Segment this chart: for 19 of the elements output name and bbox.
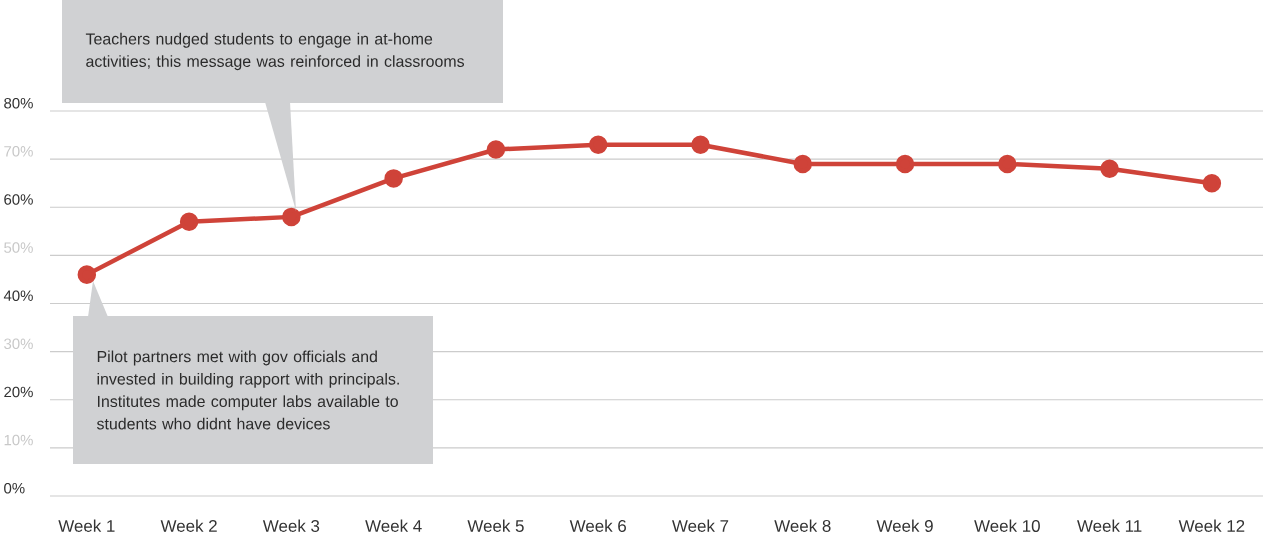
y-tick-label: 60%	[4, 194, 33, 205]
x-tick-label: Week 4	[365, 519, 422, 532]
x-tick-label: Week 9	[876, 519, 933, 532]
text: Teachers nudged students to engage in at-home activities; this message was reinforced in classrooms	[85, 32, 465, 71]
x-tick-label: Week 5	[467, 519, 524, 532]
x-tick-label: Week 8	[774, 519, 831, 532]
x-tick-label: Week 11	[1077, 519, 1142, 532]
x-tick-label: Week 3	[262, 519, 320, 532]
x-tick-label: Week 7	[672, 519, 729, 532]
x-tick-label: Week 1	[58, 519, 115, 532]
annotation: Pilot partners met with gov officials and invested in building rapport with principals. Institutes made computer labs available to students who didnt have devices	[96, 350, 399, 430]
y-tick-label: 20%	[4, 386, 33, 398]
x-tick-label: Week 10	[974, 519, 1040, 532]
x-tick-label: Week 12	[1178, 519, 1245, 532]
x-tick-label: Week 2	[160, 519, 217, 532]
y-tick-label: 0%	[4, 482, 25, 494]
y-tick-label: 40%	[3, 290, 33, 301]
x-tick-label: Week 6	[569, 519, 626, 532]
y-tick-label: 80%	[4, 97, 33, 109]
